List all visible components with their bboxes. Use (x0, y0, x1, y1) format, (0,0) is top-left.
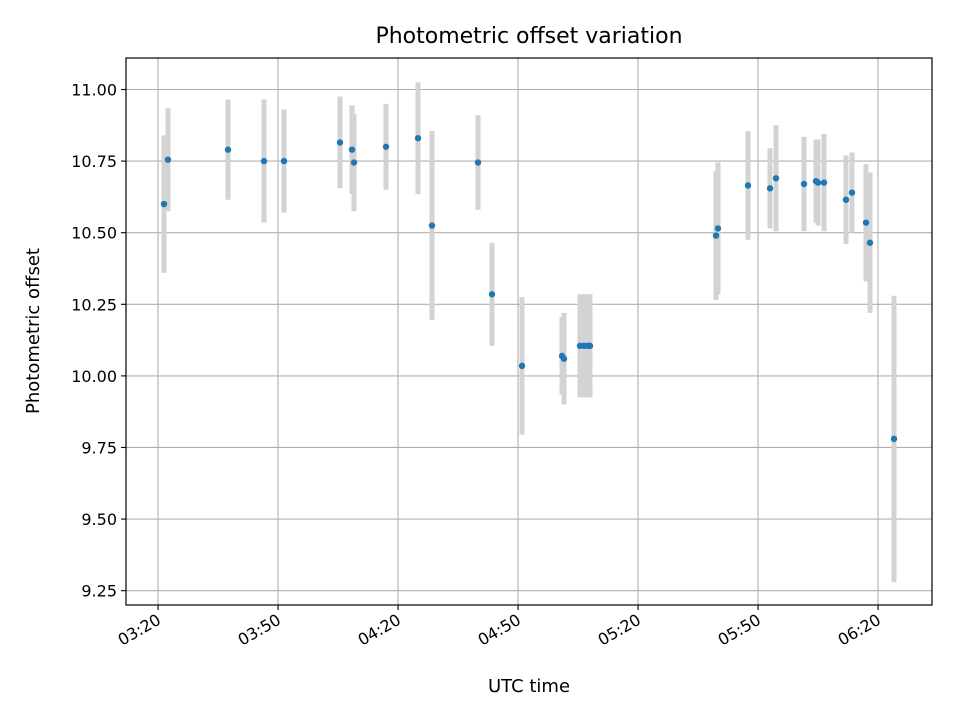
data-point (772, 175, 780, 182)
data-point (814, 179, 822, 186)
data-point (160, 200, 168, 208)
data-point (280, 157, 288, 165)
y-tick-label: 9.25 (81, 582, 117, 601)
data-point (348, 146, 356, 153)
x-axis-label: UTC time (488, 676, 570, 697)
y-axis-label: Photometric offset (23, 248, 44, 414)
data-point (866, 239, 874, 246)
data-point (260, 157, 268, 165)
data-point (890, 435, 898, 443)
data-point (862, 219, 870, 226)
y-tick-label: 9.75 (81, 438, 117, 457)
chart-title: Photometric offset variation (375, 24, 682, 49)
data-point (820, 179, 828, 186)
data-point (488, 291, 496, 298)
data-point (848, 189, 856, 196)
data-point (560, 355, 568, 362)
data-points (160, 134, 898, 443)
data-point (414, 134, 422, 142)
y-tick-label: 11.00 (71, 81, 117, 100)
y-tick-label: 10.00 (71, 367, 117, 386)
data-point (382, 143, 390, 150)
data-point (766, 185, 774, 192)
y-tick-label: 10.75 (71, 152, 117, 171)
data-point (712, 232, 720, 239)
data-point (714, 225, 722, 232)
data-point (164, 156, 172, 163)
y-tick-label: 10.50 (71, 224, 117, 243)
data-point (800, 180, 808, 188)
data-point (428, 222, 436, 229)
data-point (744, 182, 752, 189)
data-point (518, 362, 526, 370)
y-axis-ticks: 11.00 10.75 10.50 10.25 10.00 9.75 9.50 9.25 (71, 81, 126, 601)
data-point (586, 342, 594, 350)
y-tick-label: 10.25 (71, 295, 117, 314)
data-point (336, 139, 344, 146)
data-point (474, 159, 482, 166)
data-point (350, 159, 358, 166)
grid (126, 58, 932, 605)
y-tick-label: 9.50 (81, 510, 117, 529)
data-point (224, 146, 232, 153)
data-point (842, 196, 850, 203)
plot-area-frame (125, 57, 933, 606)
